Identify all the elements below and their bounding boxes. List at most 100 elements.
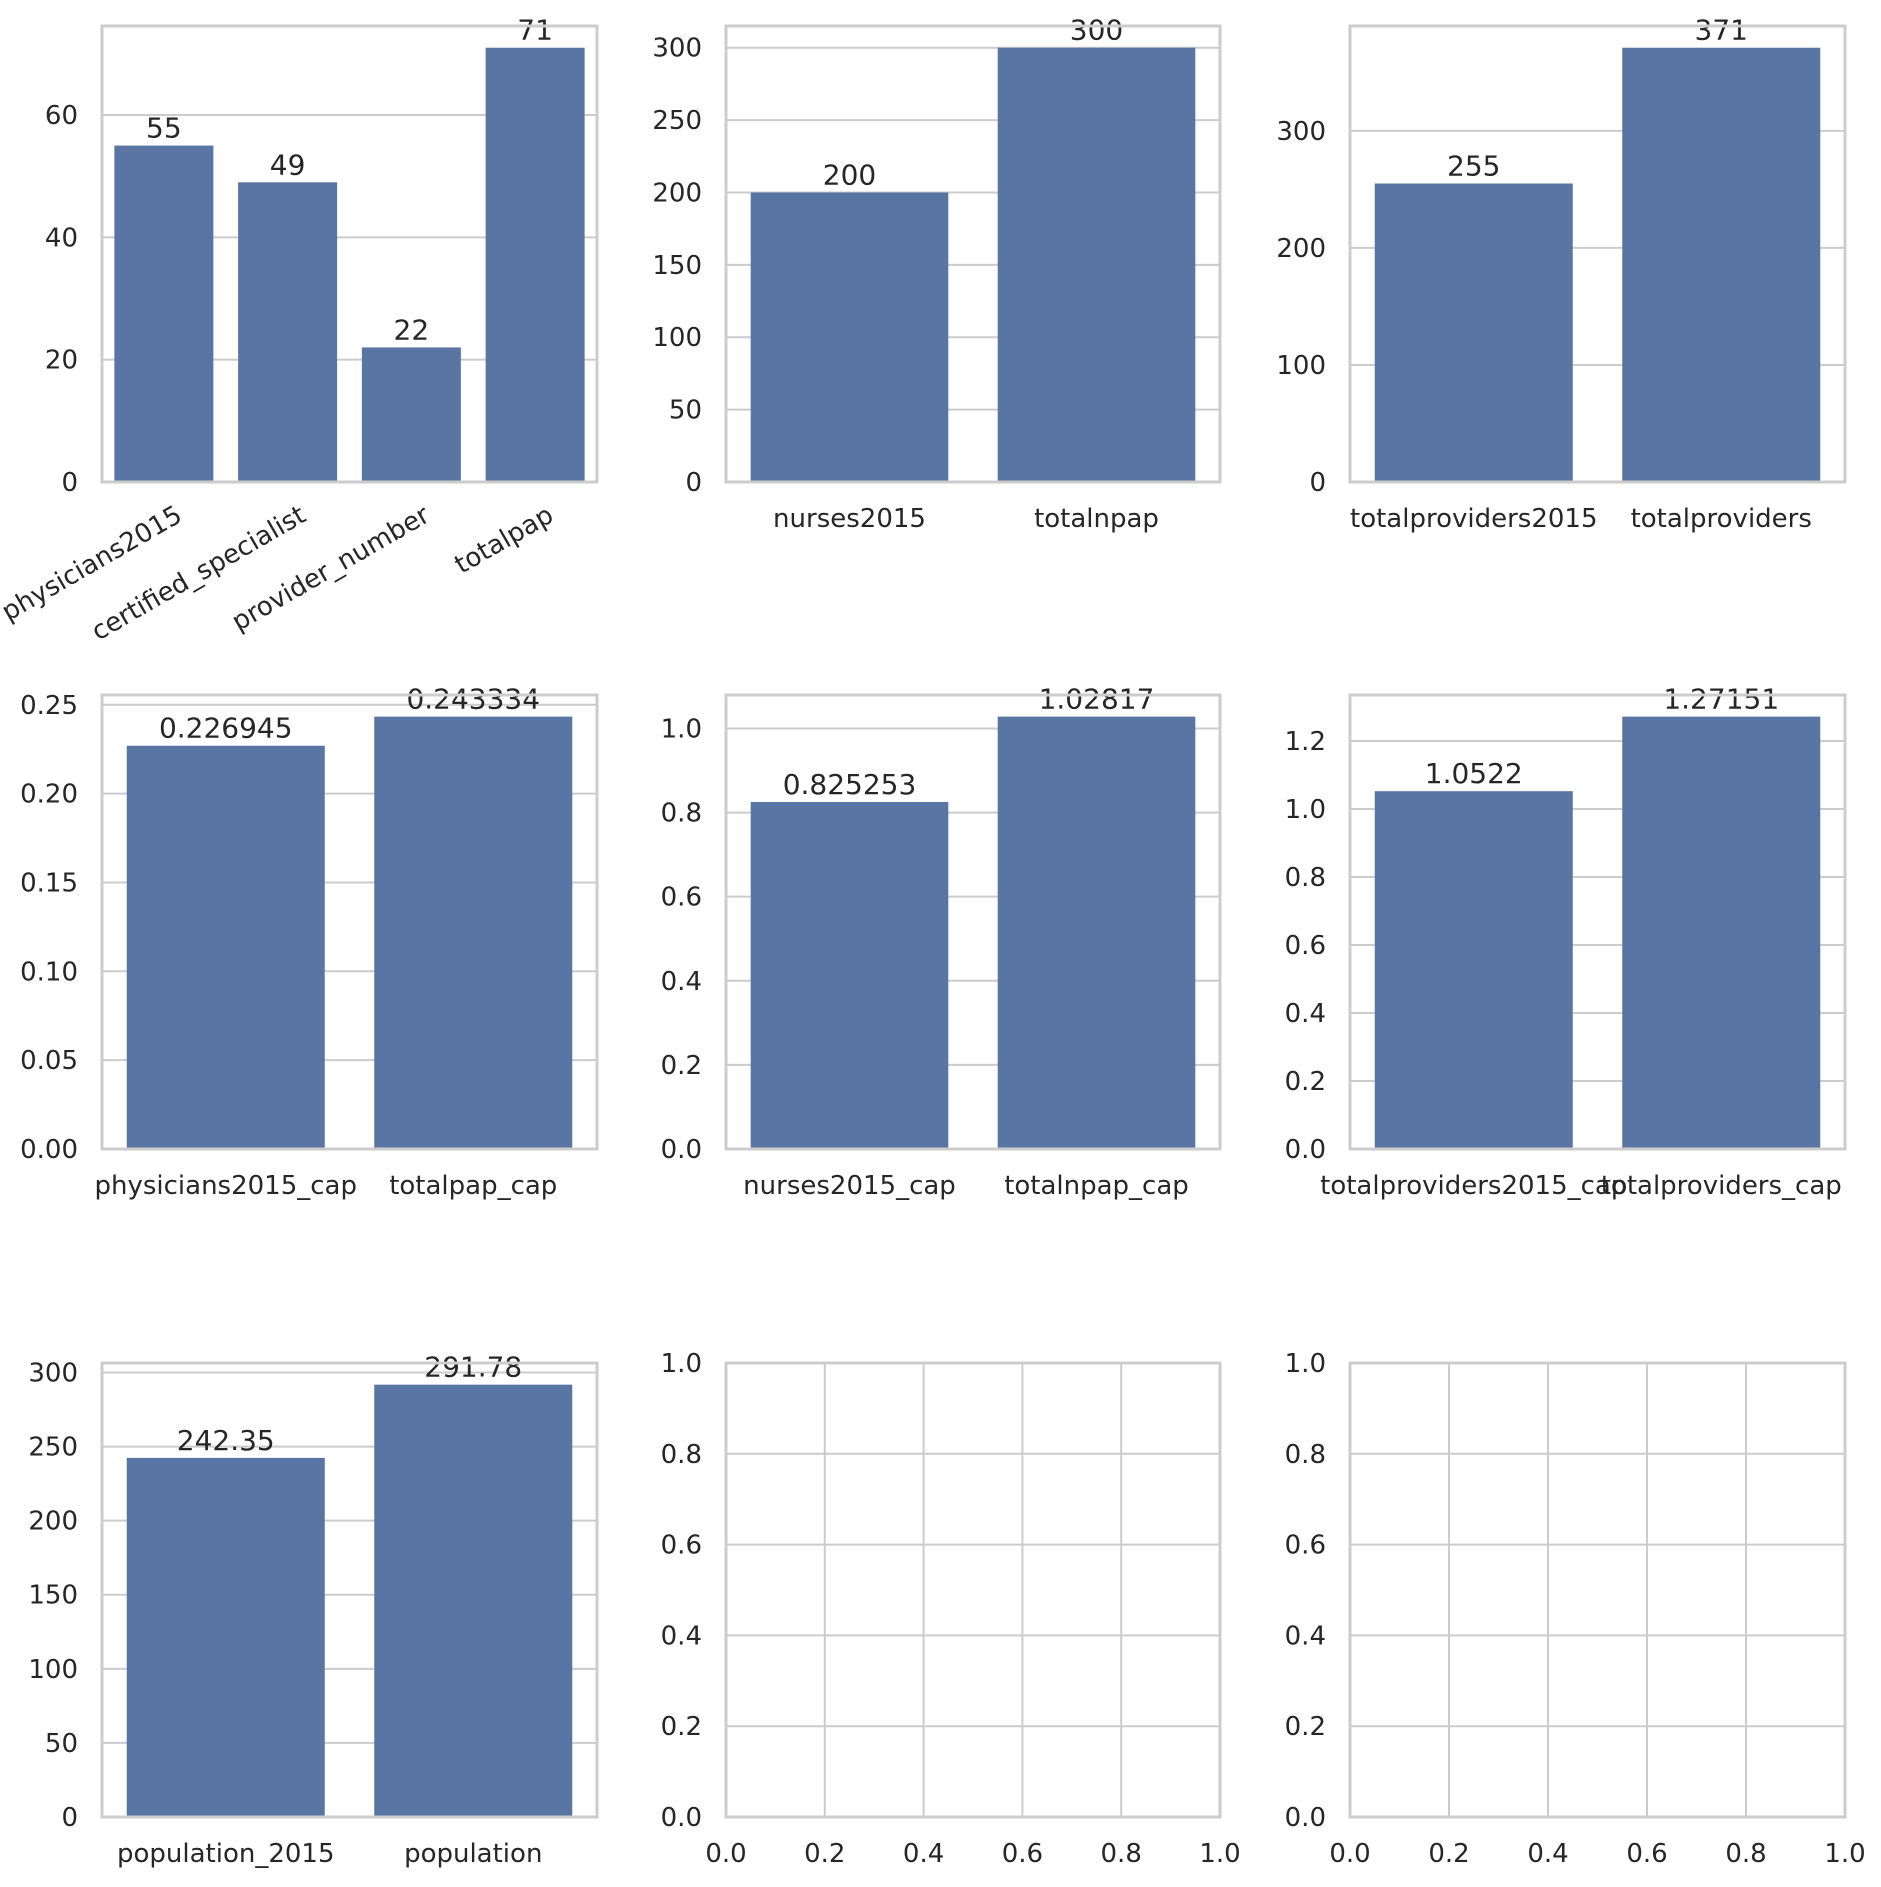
subplot-2: 0 50 100 150 200 250 300 200 nurses2015 300 totaln… [652, 14, 1222, 534]
axes-frame [100, 693, 599, 1151]
x-tick-label: provider_number [227, 500, 435, 638]
axes-frame [724, 24, 1222, 484]
bar-data-label: 49 [270, 148, 306, 181]
y-tick-label: 0.4 [1285, 999, 1326, 1029]
x-tick-label: 0.6 [1002, 1839, 1043, 1869]
bar [750, 192, 949, 482]
y-tick-label: 0.15 [20, 868, 78, 898]
bar-data-label: 371 [1695, 14, 1748, 47]
x-tick-label: 0.8 [1101, 1839, 1142, 1869]
y-tick-label: 0.8 [1285, 863, 1326, 893]
x-tick-label: totalnpap [1034, 504, 1159, 534]
y-tick-label: 1.0 [1285, 1349, 1326, 1379]
y-tick-label: 0.4 [661, 1621, 702, 1651]
y-tick-label: 0.6 [1285, 931, 1326, 961]
y-tick-label: 0.2 [1285, 1067, 1326, 1097]
bar [374, 1384, 573, 1817]
bar-data-label: 255 [1447, 150, 1500, 183]
bar [1622, 716, 1821, 1149]
y-tick-label: 50 [45, 1729, 78, 1759]
x-tick-label: totalproviders2015 [1350, 504, 1598, 534]
y-tick-label: 0.10 [20, 957, 78, 987]
x-tick-label: 0.2 [1428, 1839, 1469, 1869]
x-tick-label: 0.0 [1329, 1839, 1370, 1869]
y-tick-label: 0.8 [1285, 1440, 1326, 1470]
y-tick-label: 100 [1276, 351, 1326, 381]
bar [1374, 183, 1573, 482]
x-tick-label: population [404, 1839, 542, 1869]
bar-data-label: 242.35 [177, 1424, 275, 1457]
y-tick-label: 0.0 [1285, 1803, 1326, 1833]
bar-data-label: 1.02817 [1039, 683, 1155, 716]
axes-frame [100, 24, 599, 484]
y-tick-label: 0.0 [661, 1135, 702, 1165]
y-tick-label: 0.20 [20, 780, 78, 810]
y-tick-label: 0.6 [661, 883, 702, 913]
subplot-6: 0.0 0.2 0.4 0.6 0.8 1.0 1.2 1.0522 totalprovider… [1285, 683, 1847, 1201]
y-tick-label: 1.2 [1285, 727, 1326, 757]
y-tick-label: 200 [28, 1507, 78, 1537]
axes-frame [1348, 1361, 1847, 1819]
x-tick-label: 1.0 [1199, 1839, 1240, 1869]
subplot-9: 0.0 0.2 0.4 0.6 0.8 1.0 0.0 0.2 0.4 0.6 0.8 1.0 [1285, 1349, 1866, 1869]
x-tick-label: certified_specialist [87, 500, 312, 647]
y-tick-label: 1.0 [661, 1349, 702, 1379]
bar [1374, 791, 1573, 1149]
y-tick-label: 0.0 [1285, 1135, 1326, 1165]
y-tick-label: 300 [652, 34, 702, 64]
y-tick-label: 200 [652, 178, 702, 208]
subplot-8: 0.0 0.2 0.4 0.6 0.8 1.0 0.0 0.2 0.4 0.6 0.8 1.0 [661, 1349, 1241, 1869]
bar [238, 182, 338, 483]
y-tick-label: 300 [1276, 117, 1326, 147]
y-tick-label: 0.4 [1285, 1621, 1326, 1651]
y-tick-label: 0 [685, 468, 702, 498]
x-tick-label: 0.6 [1626, 1839, 1667, 1869]
bar-data-label: 300 [1070, 14, 1123, 47]
subplot-5: 0.0 0.2 0.4 0.6 0.8 1.0 0.825253 nurses2015_cap… [661, 683, 1222, 1201]
y-tick-label: 60 [45, 101, 78, 131]
y-tick-label: 100 [652, 323, 702, 353]
x-tick-label: 0.8 [1725, 1839, 1766, 1869]
bar-data-label: 1.27151 [1663, 683, 1779, 716]
y-tick-label: 150 [652, 251, 702, 281]
x-tick-label: totalpap [450, 500, 559, 580]
bar [374, 716, 573, 1149]
bar-data-label: 71 [517, 14, 553, 47]
x-tick-label: totalproviders_cap [1601, 1171, 1842, 1201]
x-tick-label: 0.4 [1527, 1839, 1568, 1869]
y-tick-label: 1.0 [1285, 795, 1326, 825]
bar-data-label: 0.226945 [159, 712, 293, 745]
x-tick-label: physicians2015_cap [94, 1171, 357, 1201]
y-tick-label: 200 [1276, 234, 1326, 264]
y-tick-label: 0.0 [661, 1803, 702, 1833]
y-tick-label: 0.6 [1285, 1531, 1326, 1561]
subplot-4: 0.00 0.05 0.10 0.15 0.20 0.25 0.226945 physicia… [20, 683, 599, 1201]
x-tick-label: totalproviders2015_cap [1320, 1171, 1627, 1201]
bar [126, 745, 325, 1149]
bar [361, 347, 461, 482]
y-tick-label: 0.8 [661, 1440, 702, 1470]
y-tick-label: 300 [28, 1358, 78, 1388]
y-tick-label: 50 [669, 396, 702, 426]
y-tick-label: 1.0 [661, 714, 702, 744]
y-tick-label: 150 [28, 1581, 78, 1611]
y-tick-label: 20 [45, 346, 78, 376]
bar-data-label: 0.243334 [406, 683, 540, 716]
y-tick-label: 0 [1309, 468, 1326, 498]
bar [126, 1457, 325, 1817]
bar-data-label: 200 [823, 158, 876, 191]
axes-frame [1348, 693, 1847, 1151]
y-tick-label: 250 [652, 106, 702, 136]
x-tick-label: totalpap_cap [389, 1171, 557, 1201]
y-tick-label: 100 [28, 1655, 78, 1685]
x-tick-label: 1.0 [1824, 1839, 1865, 1869]
bar [997, 716, 1196, 1149]
bar-data-label: 291.78 [424, 1351, 522, 1384]
x-tick-label: 0.0 [705, 1839, 746, 1869]
bar [1622, 47, 1821, 482]
bar [997, 47, 1196, 482]
y-tick-label: 0.00 [20, 1135, 78, 1165]
x-tick-label: nurses2015 [773, 504, 926, 534]
x-tick-label: totalproviders [1631, 504, 1812, 534]
